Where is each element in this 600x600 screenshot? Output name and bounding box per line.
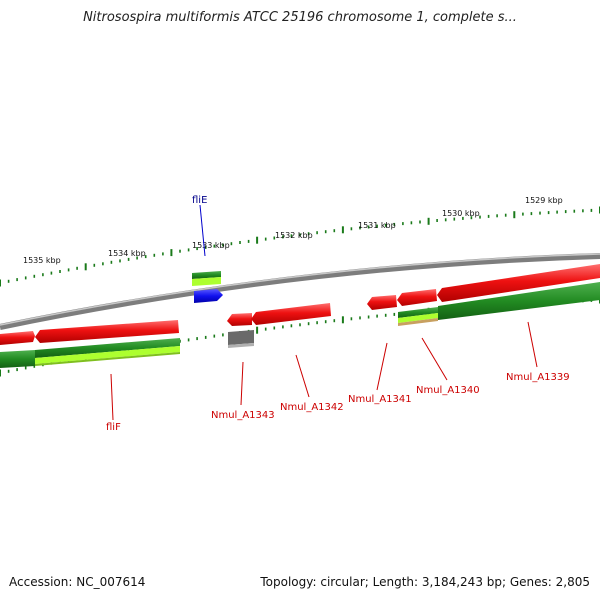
scale-label-1529: 1529 kbp: [525, 196, 563, 205]
gene-label-fliF[interactable]: fliF: [106, 422, 121, 433]
genome-summary-text: Topology: circular; Length: 3,184,243 bp…: [260, 575, 590, 589]
gene-fliE-forward-blue[interactable]: [194, 289, 223, 303]
gene-label-Nmul_A1339[interactable]: Nmul_A1339: [506, 372, 570, 383]
gene-label-Nmul_A1342[interactable]: Nmul_A1342: [280, 402, 344, 413]
gene-label-Nmul_A1341[interactable]: Nmul_A1341: [348, 394, 412, 405]
gene-fliF-reverse[interactable]: [35, 338, 180, 358]
scale-label-1532: 1532 kbp: [275, 231, 313, 240]
gene-Nmul_A1343-reverse-gray-edge: [228, 343, 254, 348]
chromosome-backbone-highlight: [0, 253, 600, 326]
gene-Nmul_A1339-forward[interactable]: [437, 264, 600, 302]
callout-line-Nmul_A1340: [421, 337, 448, 381]
scale-label-1535: 1535 kbp: [23, 256, 61, 265]
gene-fliF-reverse-light[interactable]: [35, 346, 180, 364]
gene-fliE-reverse-light[interactable]: [192, 277, 221, 286]
callout-line-Nmul_A1343: [240, 361, 244, 406]
accession-text: Accession: NC_007614: [9, 575, 146, 589]
callout-line-fliE: [199, 204, 206, 257]
gene-fliF-reverse-left[interactable]: [0, 350, 35, 368]
gene-fliF-reverse-light-edge: [35, 352, 180, 366]
gene-fliF-forward[interactable]: [35, 320, 179, 343]
gene-Nmul_A1340-reverse-light[interactable]: [398, 313, 438, 323]
gene-Nmul_A1339-reverse[interactable]: [438, 282, 600, 320]
gene-fliE-reverse[interactable]: [192, 271, 221, 279]
gene-Nmul_A1341-forward[interactable]: [367, 295, 397, 310]
callout-line-fliF: [110, 373, 114, 421]
callout-line-Nmul_A1342: [295, 354, 310, 398]
gene-label-Nmul_A1343[interactable]: Nmul_A1343: [211, 410, 275, 421]
gene-label-Nmul_A1340[interactable]: Nmul_A1340: [416, 385, 480, 396]
scale-label-1533: 1533 kbp: [192, 241, 230, 250]
callout-line-Nmul_A1339: [527, 321, 538, 368]
callout-line-Nmul_A1341: [376, 342, 388, 391]
scale-label-1530: 1530 kbp: [442, 209, 480, 218]
gene-Nmul_A1340-forward[interactable]: [397, 289, 437, 306]
map-title: Nitrosospira multiformis ATCC 25196 chro…: [83, 10, 517, 25]
scale-label-1534: 1534 kbp: [108, 249, 146, 258]
gene-fliF-forward-left[interactable]: [0, 331, 35, 345]
gene-Nmul_A1342-forward[interactable]: [251, 303, 331, 325]
gene-label-fliE[interactable]: fliE: [192, 195, 207, 206]
gene-Nmul_A1343-reverse-gray[interactable]: [228, 330, 254, 345]
outer-scale-ticks: [0, 206, 600, 287]
gene-Nmul_A1340-reverse[interactable]: [398, 307, 438, 318]
gene-Nmul_A1340-reverse-tan[interactable]: [398, 318, 438, 326]
chromosome-backbone: [0, 253, 600, 330]
scale-label-1531: 1531 kbp: [358, 221, 396, 230]
gene-Nmul_A1343-forward[interactable]: [227, 313, 252, 326]
